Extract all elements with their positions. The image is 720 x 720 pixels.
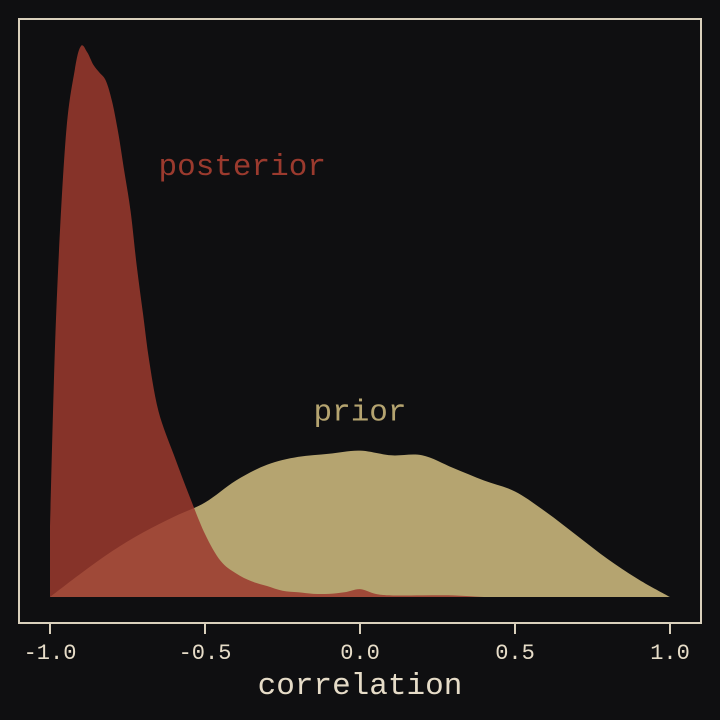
prior-series-label: prior — [313, 396, 406, 431]
x-tick-label: 0.0 — [340, 641, 380, 666]
x-tick-label: -0.5 — [179, 641, 232, 666]
x-tick-label: -1.0 — [24, 641, 77, 666]
posterior-series-label: posterior — [159, 150, 326, 185]
x-axis-ticks: -1.0 -0.5 0.0 0.5 1.0 — [24, 623, 690, 666]
density-areas — [50, 45, 670, 597]
x-tick-label: 0.5 — [495, 641, 535, 666]
x-tick-label: 1.0 — [650, 641, 690, 666]
x-axis-label: correlation — [258, 669, 463, 704]
posterior-density-area — [50, 45, 515, 597]
series-labels: prior posterior — [159, 150, 407, 431]
